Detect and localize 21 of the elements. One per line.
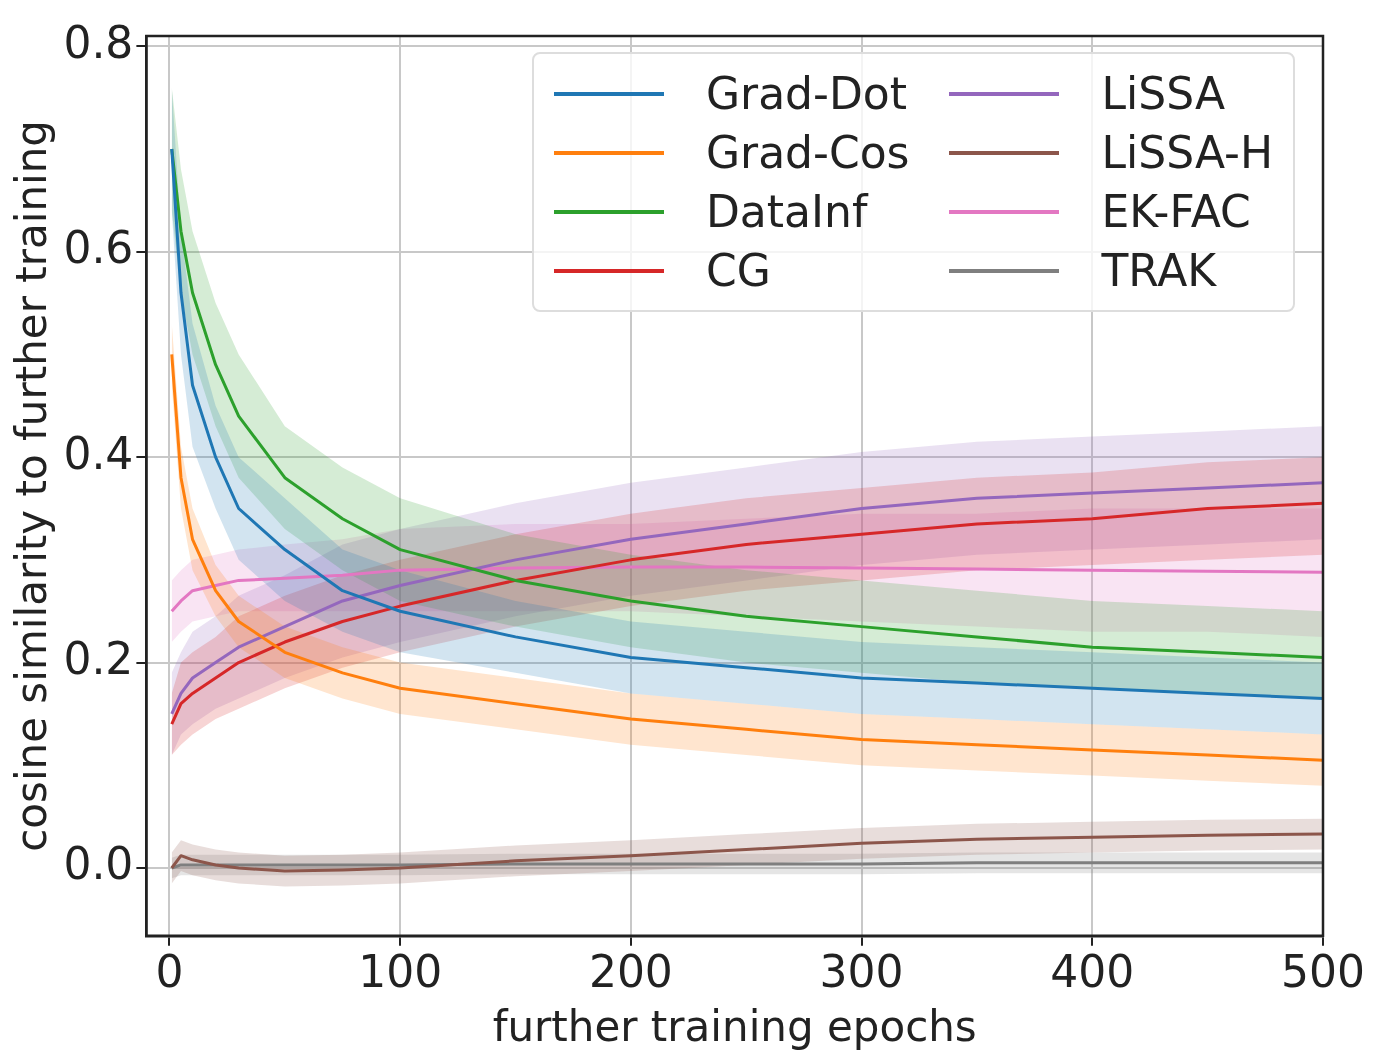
legend-label: EK-FAC bbox=[1101, 186, 1251, 237]
y-tick-label: 0.6 bbox=[63, 222, 134, 274]
legend-label: TRAK bbox=[1101, 245, 1217, 296]
legend-label: Grad-Cos bbox=[705, 127, 910, 178]
y-tick-label: 0.0 bbox=[63, 838, 134, 890]
legend-label: LiSSA-H bbox=[1101, 127, 1273, 178]
y-tick-label: 0.4 bbox=[63, 427, 134, 479]
x-tick-label: 300 bbox=[819, 945, 904, 997]
legend-label: LiSSA bbox=[1101, 68, 1225, 119]
legend-label: Grad-Dot bbox=[705, 68, 907, 119]
x-axis-title: further training epochs bbox=[492, 1001, 977, 1051]
y-tick-label: 0.8 bbox=[63, 16, 134, 68]
x-tick-label: 200 bbox=[588, 945, 673, 997]
legend-label: DataInf bbox=[705, 186, 868, 237]
legend-label: CG bbox=[705, 245, 771, 296]
x-tick-label: 100 bbox=[358, 945, 443, 997]
x-tick-label: 400 bbox=[1050, 945, 1135, 997]
x-tick-label: 500 bbox=[1281, 945, 1365, 997]
y-axis-title: cosine similarity to further training bbox=[7, 120, 57, 852]
y-tick-label: 0.2 bbox=[63, 633, 134, 685]
x-tick-label: 0 bbox=[155, 945, 184, 997]
